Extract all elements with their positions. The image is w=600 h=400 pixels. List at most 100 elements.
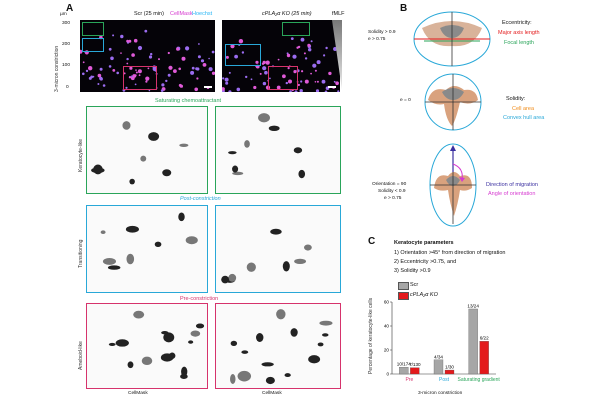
fluorescent-cell xyxy=(145,80,148,83)
fluorescent-cell xyxy=(99,67,103,71)
saturating-roi xyxy=(82,22,104,36)
cell-blob xyxy=(265,376,275,385)
pre-constriction-roi xyxy=(123,66,157,90)
params-3: 3) Solidity >0.9 xyxy=(394,268,431,274)
cell-blob xyxy=(185,236,198,245)
cell-blob xyxy=(237,370,252,382)
fluorescent-cell xyxy=(108,47,112,51)
fluorescent-cell xyxy=(196,77,199,80)
fluorescent-cell xyxy=(300,80,303,83)
cell-blob xyxy=(126,253,135,265)
fluorescent-cell xyxy=(126,57,129,61)
fluorescent-cell xyxy=(137,45,143,51)
cell-blob xyxy=(276,309,286,320)
chart-xlabel: 3-micron constriction xyxy=(418,391,463,396)
fluorescent-cell xyxy=(131,53,135,57)
fluorescent-cell xyxy=(253,85,257,90)
orientation-diagram xyxy=(429,143,477,227)
fluorescent-cell xyxy=(185,46,190,51)
cell-blob xyxy=(100,230,106,235)
fluorescent-cell xyxy=(286,53,291,58)
fluorescent-cell xyxy=(276,85,281,90)
d2-key-hull: Convex hull area xyxy=(503,115,545,121)
post-constriction-roi xyxy=(82,38,104,52)
zoom-scr-saturating xyxy=(86,106,208,194)
cell-blob xyxy=(228,273,237,282)
fluorescent-cell xyxy=(148,89,151,92)
side-label-transitioning: Transitioning xyxy=(78,239,84,268)
d3-key-angle: Angle of orientation xyxy=(488,191,536,197)
scr-microscopy-image xyxy=(80,20,215,92)
fluorescent-cell xyxy=(173,69,177,73)
fluorescent-cell xyxy=(195,67,198,71)
fluorescent-cell xyxy=(262,66,267,71)
bar-data-label: 1/30 xyxy=(445,365,454,370)
d2-ecc: e = 0 xyxy=(400,98,411,103)
fluorescent-cell xyxy=(335,81,339,85)
cell-blob xyxy=(303,244,312,251)
y-tick-200: 200 xyxy=(62,42,71,47)
legend-scr-swatch xyxy=(398,282,409,290)
scr-cells-plot xyxy=(80,29,215,92)
fluorescent-cell xyxy=(324,90,328,92)
fluorescent-cell xyxy=(131,75,133,78)
cell-blob xyxy=(154,241,162,248)
fmlf-gradient-wedge xyxy=(332,20,342,90)
cell-blob xyxy=(188,340,194,344)
fluorescent-cell xyxy=(250,78,253,81)
fluorescent-cell xyxy=(208,67,213,72)
fluorescent-cell xyxy=(255,60,259,64)
cell-blob xyxy=(133,310,145,319)
cell-blob xyxy=(168,352,176,359)
cell-blob xyxy=(91,167,105,174)
x-label-left: CellMask xyxy=(128,391,148,396)
legend-scr-text: Scr xyxy=(410,282,419,288)
d3-orientation: Orientation = 90 xyxy=(372,182,407,187)
fmlf-label: fMLF xyxy=(332,11,345,17)
fluorescent-cell xyxy=(245,75,248,79)
fluorescent-cell xyxy=(228,90,232,92)
cell-blob xyxy=(268,125,280,132)
fluorescent-cell xyxy=(120,52,122,54)
cell-blob xyxy=(244,140,250,148)
d1-solidity: Solidity > 0.9 xyxy=(368,30,396,35)
fluorescent-cell xyxy=(289,90,292,92)
cell-blob xyxy=(284,373,291,378)
cell-blob xyxy=(115,339,129,347)
cell-blob xyxy=(102,257,117,265)
fluorescent-cell xyxy=(112,34,115,37)
y-tick-label: 0 xyxy=(386,372,389,377)
cell-blob xyxy=(261,362,274,367)
fluorescent-cell xyxy=(135,69,137,71)
d2-key-cell: Cell area xyxy=(512,106,535,112)
fluorescent-cell xyxy=(314,81,317,83)
fluorescent-cell xyxy=(294,90,298,92)
fluorescent-cell xyxy=(150,52,153,56)
legend-ko-swatch xyxy=(398,292,409,300)
fluorescent-cell xyxy=(316,80,319,83)
cell-blob xyxy=(258,113,270,123)
cell-blob xyxy=(148,132,160,141)
fluorescent-cell xyxy=(293,70,297,74)
side-label-keratocyte: Keratocyte-like xyxy=(78,138,84,172)
cell-blob xyxy=(221,275,230,284)
cell-blob xyxy=(298,169,306,179)
cell-blob xyxy=(319,320,333,326)
fluorescent-cell xyxy=(161,83,165,87)
fluorescent-cell xyxy=(99,76,103,81)
fluorescent-cell xyxy=(241,51,245,54)
bar-ko xyxy=(479,341,489,375)
fluorescent-cell xyxy=(197,55,201,59)
cell-blob xyxy=(163,332,175,343)
fluorescent-cell xyxy=(297,83,300,87)
legend-ko-text: cPLA₂α KO xyxy=(410,292,438,298)
params-1: 1) Orientation >45° from direction of mi… xyxy=(394,250,506,256)
fluorescent-cell xyxy=(312,63,317,68)
bar-scr xyxy=(399,367,409,375)
panel-a-label: A xyxy=(66,3,74,14)
fluorescent-cell xyxy=(88,66,93,71)
cell-blob xyxy=(308,355,321,364)
fluorescent-cell xyxy=(126,62,129,65)
fluorescent-cell xyxy=(102,84,106,87)
fluorescent-cell xyxy=(314,69,317,72)
